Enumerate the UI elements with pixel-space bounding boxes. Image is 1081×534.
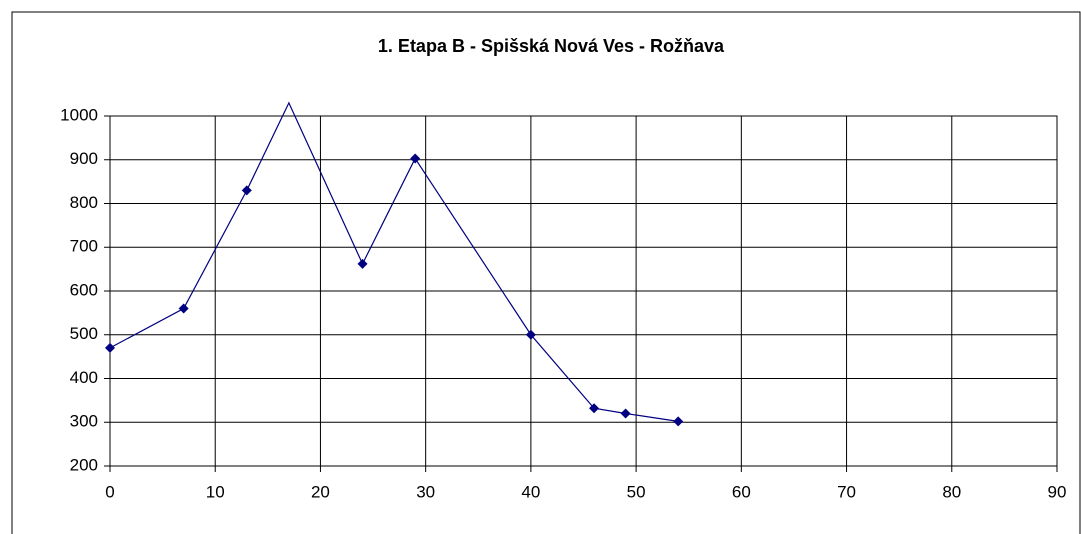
x-tick-label: 40 [521, 482, 540, 501]
x-tick-label: 70 [837, 482, 856, 501]
x-tick-label: 90 [1048, 482, 1067, 501]
x-tick-label: 20 [311, 482, 330, 501]
plot-area [109, 115, 1058, 467]
x-tick-label: 60 [732, 482, 751, 501]
y-tick-label: 900 [70, 149, 98, 168]
data-point [589, 403, 600, 414]
y-tick-label: 500 [70, 324, 98, 343]
x-tick-label: 50 [627, 482, 646, 501]
chart-frame [11, 11, 1081, 534]
data-point [673, 416, 684, 427]
x-tick-label: 0 [105, 482, 114, 501]
data-point [241, 185, 252, 196]
data-point [410, 153, 421, 164]
series-group [105, 101, 684, 427]
data-point [105, 342, 115, 353]
series-line [109, 101, 679, 422]
y-tick-label: 200 [70, 455, 98, 474]
x-tick-label: 80 [942, 482, 961, 501]
y-tick-label: 800 [70, 193, 98, 212]
x-tick-label: 10 [206, 482, 225, 501]
x-tick-label: 30 [416, 482, 435, 501]
y-tick-label: 400 [70, 368, 98, 387]
data-point [357, 258, 368, 269]
data-point [525, 329, 536, 340]
data-point [620, 408, 631, 419]
y-tick-label: 300 [70, 412, 98, 431]
chart-title: 1. Etapa B - Spišská Nová Ves - Rožňava [378, 36, 725, 56]
data-point [178, 303, 189, 314]
y-tick-label: 600 [70, 280, 98, 299]
y-tick-label: 1000 [60, 105, 98, 124]
y-tick-label: 700 [70, 237, 98, 256]
